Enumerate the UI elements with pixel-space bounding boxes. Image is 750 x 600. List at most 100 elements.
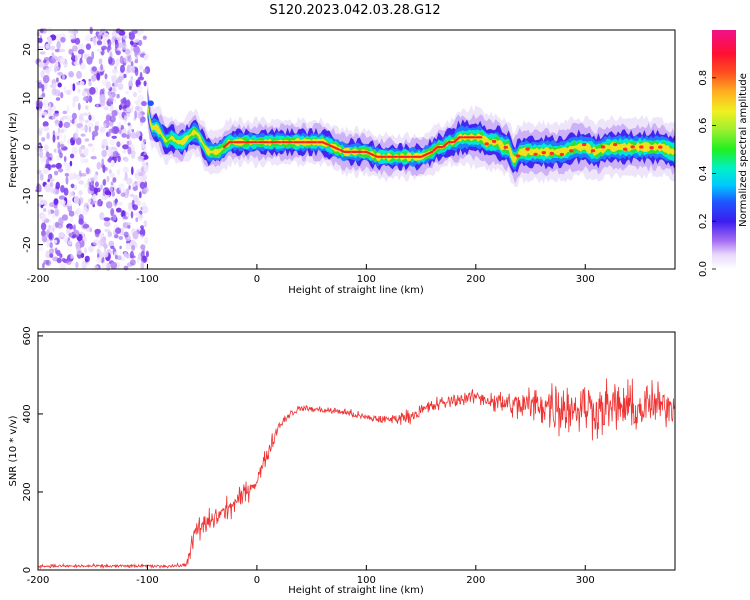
- noise-speckle: [37, 61, 45, 68]
- ridge-peak-blob: [639, 145, 644, 149]
- x-tick-label: 200: [466, 274, 485, 285]
- noise-speckle: [52, 134, 56, 143]
- noise-speckle: [141, 162, 147, 166]
- noise-speckle: [48, 224, 51, 230]
- colorbar-tick-label: 0.8: [698, 70, 709, 86]
- noise-speckle: [110, 181, 114, 186]
- noise-speckle: [102, 164, 106, 173]
- noise-speckle: [92, 265, 99, 272]
- noise-speckle: [75, 261, 79, 269]
- noise-speckle: [55, 34, 62, 42]
- ridge-peak-blob: [569, 149, 574, 153]
- noise-speckle: [139, 135, 143, 141]
- noise-speckle: [41, 235, 48, 243]
- noise-speckle: [46, 132, 50, 140]
- noise-speckle: [43, 69, 50, 74]
- noise-speckle: [104, 190, 112, 196]
- noise-speckle: [111, 191, 116, 197]
- noise-speckle: [68, 240, 72, 246]
- noise-speckle: [60, 128, 65, 134]
- noise-speckle: [112, 76, 116, 83]
- noise-speckle: [80, 126, 85, 131]
- noise-speckle: [72, 100, 76, 108]
- noise-speckle: [68, 232, 73, 237]
- noise-speckle: [52, 82, 57, 89]
- ridge-peak-blob: [515, 154, 521, 158]
- noise-speckle: [135, 217, 139, 223]
- noise-speckle: [135, 105, 140, 111]
- noise-speckle: [56, 40, 61, 50]
- spectrogram-x-label: Height of straight line (km): [288, 285, 424, 296]
- noise-speckle: [58, 195, 66, 200]
- noise-speckle: [84, 255, 91, 263]
- noise-speckle: [63, 86, 67, 94]
- noise-speckle: [121, 133, 128, 138]
- noise-speckle: [77, 49, 85, 55]
- x-tick-label: 100: [357, 575, 376, 586]
- noise-speckle: [48, 248, 55, 255]
- noise-speckle: [76, 207, 81, 214]
- noise-speckle: [91, 114, 96, 122]
- noise-speckle: [48, 218, 52, 223]
- snr-frame: [37, 331, 676, 571]
- noise-speckle: [73, 184, 78, 191]
- noise-speckle: [128, 80, 134, 88]
- noise-speckle: [124, 156, 129, 163]
- noise-speckle: [116, 141, 121, 148]
- spectrogram-y-label: Frequency (Hz): [8, 112, 19, 188]
- noise-speckle: [99, 93, 106, 103]
- noise-speckle: [83, 158, 89, 164]
- noise-speckle: [62, 110, 68, 115]
- noise-speckle: [143, 80, 147, 87]
- noise-speckle: [99, 212, 105, 221]
- noise-speckle: [115, 58, 120, 67]
- noise-speckle: [130, 144, 135, 152]
- noise-speckle: [113, 99, 117, 103]
- noise-speckle: [46, 107, 53, 116]
- noise-speckle: [138, 111, 143, 119]
- noise-speckle: [84, 119, 89, 124]
- noise-speckle: [76, 70, 82, 79]
- noise-speckle: [136, 175, 141, 181]
- spectrogram-ridge: [147, 78, 675, 188]
- noise-speckle: [41, 92, 46, 97]
- noise-speckle: [103, 123, 107, 128]
- noise-speckle: [76, 81, 80, 86]
- noise-speckle: [130, 75, 133, 82]
- noise-speckle: [96, 161, 102, 170]
- noise-speckle: [140, 261, 145, 270]
- noise-speckle: [51, 164, 57, 168]
- noise-speckle: [74, 131, 79, 139]
- noise-speckle: [69, 160, 73, 167]
- noise-speckle: [141, 100, 147, 107]
- noise-speckle: [64, 172, 70, 177]
- noise-speckle: [65, 176, 69, 185]
- noise-speckle: [91, 66, 97, 72]
- noise-speckle: [66, 89, 72, 96]
- spectrogram-x-axis: -200 -100 0 100 200 300: [27, 264, 595, 285]
- noise-speckle: [88, 81, 92, 87]
- y-tick-label: -20: [22, 236, 33, 252]
- noise-speckle: [142, 68, 148, 74]
- noise-speckle: [71, 146, 78, 154]
- noise-speckle: [100, 64, 104, 71]
- noise-speckle: [76, 250, 83, 255]
- colorbar-ticks: 0.0 0.2 0.4 0.6 0.8: [698, 70, 716, 277]
- noise-speckle: [43, 125, 50, 132]
- colorbar-label: Normalized spectral amplitude: [738, 73, 749, 227]
- noise-speckle: [56, 135, 60, 140]
- noise-speckle: [39, 97, 43, 102]
- noise-speckle: [73, 195, 79, 205]
- noise-speckle: [53, 112, 59, 117]
- noise-speckle: [57, 82, 62, 88]
- noise-speckle: [103, 217, 111, 222]
- noise-speckle: [38, 101, 43, 108]
- noise-speckle: [111, 110, 118, 117]
- noise-speckle: [51, 214, 56, 219]
- noise-speckle: [88, 245, 94, 253]
- noise-speckle: [67, 200, 72, 207]
- noise-speckle: [78, 218, 84, 225]
- noise-speckle: [37, 82, 43, 89]
- noise-speckle: [96, 103, 99, 109]
- noise-speckle: [80, 145, 86, 150]
